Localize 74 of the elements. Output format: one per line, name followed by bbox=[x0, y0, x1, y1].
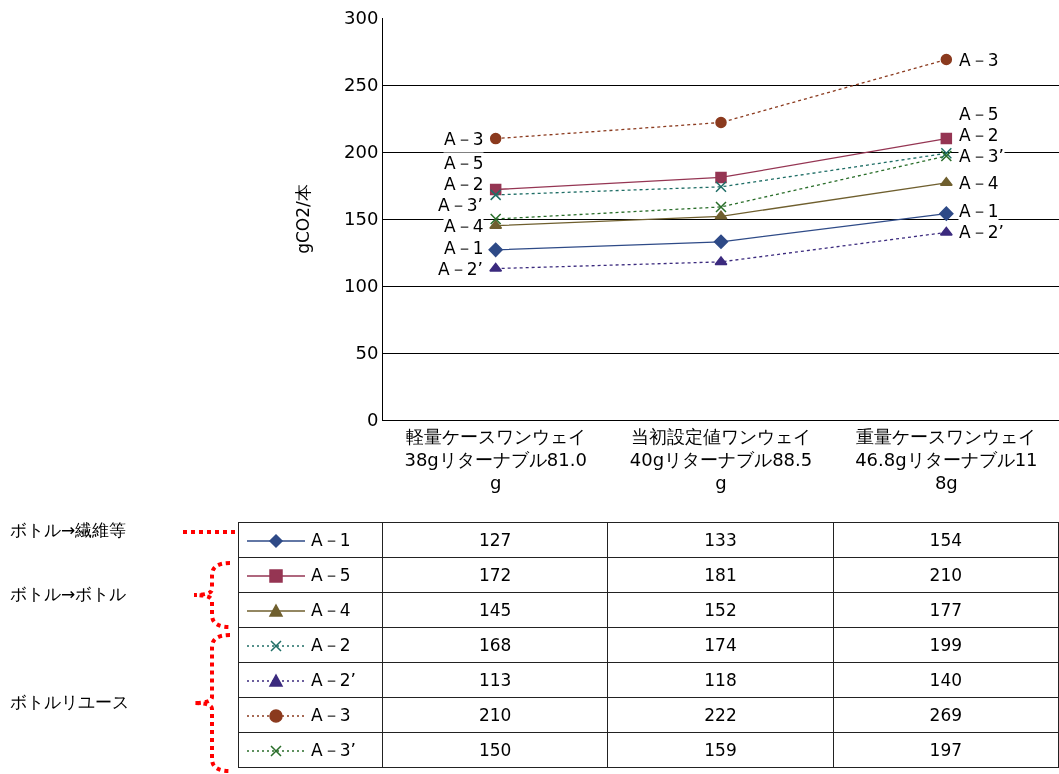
point bbox=[715, 171, 727, 184]
text: ボトル→繊維等 bbox=[10, 519, 127, 542]
text: A－5 bbox=[444, 153, 484, 173]
data-label: 222 bbox=[607, 697, 834, 733]
point bbox=[939, 206, 954, 221]
y-tick-label: 300 bbox=[344, 7, 379, 29]
y-axis-title: gCO2/本 bbox=[292, 184, 313, 254]
data-label: 177 bbox=[833, 592, 1059, 628]
text: A－1 bbox=[959, 201, 999, 221]
y-tick-label: 100 bbox=[344, 275, 379, 297]
data-label: 172 bbox=[382, 557, 608, 593]
legend-label: A－4 bbox=[311, 599, 351, 620]
legend-label: A－3 bbox=[311, 704, 351, 725]
point bbox=[714, 256, 728, 266]
point bbox=[489, 262, 503, 272]
legend-label: A－5 bbox=[311, 564, 351, 585]
data-label: 197 bbox=[833, 732, 1059, 768]
point bbox=[489, 132, 502, 145]
data-label: 152 bbox=[607, 592, 834, 628]
text: A－4 bbox=[444, 216, 484, 236]
text: A－3 bbox=[444, 129, 484, 149]
data-label: 145 bbox=[382, 592, 608, 628]
point bbox=[939, 177, 953, 187]
y-tick-label: 150 bbox=[344, 208, 379, 230]
text: ボトル→ボトル bbox=[10, 583, 127, 606]
data-label: 210 bbox=[382, 697, 608, 733]
legend-label: A－3’ bbox=[311, 739, 356, 760]
point bbox=[714, 210, 728, 220]
text: ボトルリユース bbox=[10, 691, 129, 714]
point bbox=[715, 116, 727, 129]
point bbox=[489, 219, 503, 229]
x-tick-label: 軽量ケースワンウェイ38gリターナブル81.0g bbox=[404, 425, 587, 494]
point bbox=[488, 242, 503, 258]
data-label: 159 bbox=[607, 732, 834, 768]
text: A－3’ bbox=[438, 195, 483, 215]
legend-label: A－1 bbox=[311, 529, 351, 550]
point bbox=[489, 189, 502, 201]
data-label: 150 bbox=[382, 732, 608, 768]
text: A－1 bbox=[444, 238, 484, 258]
data-label: 140 bbox=[833, 662, 1059, 698]
y-tick-label: 200 bbox=[344, 141, 379, 163]
point bbox=[940, 132, 953, 145]
data-label: 118 bbox=[607, 662, 834, 698]
data-label: 210 bbox=[833, 557, 1059, 593]
x-tick-label: 当初設定値ワンウェイ40gリターナブル88.5g bbox=[629, 425, 813, 494]
x-tick-label: 重量ケースワンウェイ46.8gリターナブル118g bbox=[855, 425, 1038, 494]
text: A－4 bbox=[959, 173, 999, 193]
text: A－5 bbox=[959, 104, 999, 124]
point bbox=[489, 213, 502, 225]
text: A－3 bbox=[959, 50, 999, 70]
text: A－2 bbox=[959, 125, 999, 145]
data-label: 181 bbox=[607, 557, 834, 593]
point bbox=[940, 53, 953, 66]
legend-label: A－2 bbox=[311, 634, 351, 655]
point bbox=[715, 201, 727, 213]
y-tick-label: 250 bbox=[344, 74, 379, 96]
data-label: 199 bbox=[833, 627, 1059, 663]
y-tick-label: 0 bbox=[366, 409, 379, 431]
text: A－2’ bbox=[438, 259, 483, 279]
text: A－2’ bbox=[959, 222, 1004, 242]
data-label: 154 bbox=[833, 522, 1059, 558]
data-label: 168 bbox=[382, 627, 608, 663]
point bbox=[713, 234, 729, 250]
text: A－2 bbox=[444, 174, 484, 194]
data-label: 127 bbox=[382, 522, 608, 558]
point bbox=[939, 226, 953, 236]
point bbox=[715, 181, 727, 193]
data-label: 133 bbox=[607, 522, 834, 558]
data-label: 269 bbox=[833, 697, 1059, 733]
legend-label: A－2’ bbox=[311, 669, 356, 690]
data-label: 174 bbox=[607, 627, 834, 663]
data-label: 113 bbox=[382, 662, 608, 698]
text: A－3’ bbox=[959, 146, 1004, 166]
y-tick-label: 50 bbox=[355, 342, 379, 364]
